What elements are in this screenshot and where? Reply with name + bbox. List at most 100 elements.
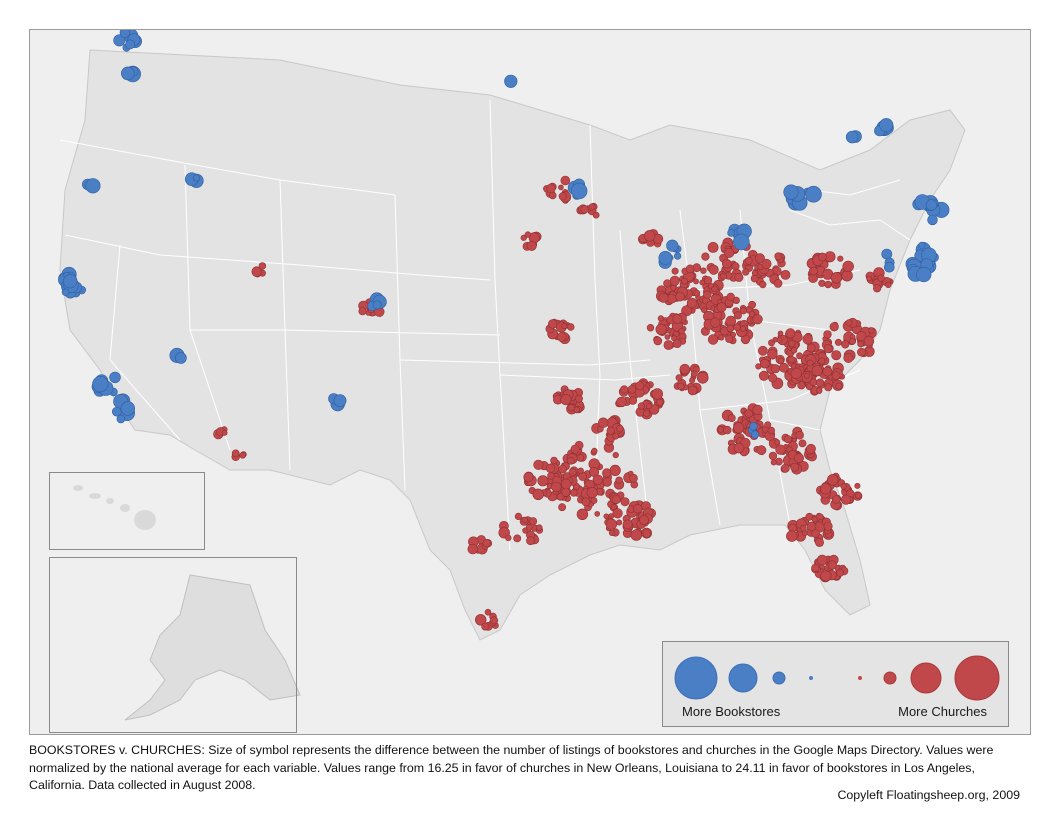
church-symbol (657, 315, 665, 322)
bookstore-symbol (749, 422, 758, 431)
church-symbol (829, 322, 839, 332)
alaska-inset (49, 557, 297, 733)
church-symbol (835, 382, 843, 390)
bookstore-symbol (113, 34, 126, 47)
legend-bookstore-tiny (809, 676, 813, 680)
church-symbol (877, 274, 885, 282)
contiguous-us-shape (59, 49, 966, 641)
church-symbol (780, 269, 791, 280)
church-symbol (560, 478, 572, 490)
church-symbol (685, 264, 695, 274)
church-symbol (820, 570, 832, 582)
church-symbol (824, 383, 833, 392)
church-symbol (739, 325, 747, 333)
church-symbol (520, 234, 527, 241)
church-symbol (815, 387, 823, 394)
legend-symbols (674, 655, 1000, 701)
church-symbol (533, 459, 544, 470)
church-symbol (616, 519, 623, 526)
church-symbol (602, 468, 612, 478)
church-symbol (781, 463, 790, 473)
church-symbol (672, 339, 682, 348)
church-symbol (734, 272, 744, 282)
church-symbol (756, 445, 767, 456)
church-symbol (723, 425, 732, 435)
church-symbol (693, 278, 699, 285)
church-symbol (525, 523, 533, 531)
church-symbol (733, 323, 741, 332)
church-symbol (806, 359, 814, 367)
church-symbol (719, 272, 727, 280)
church-symbol (732, 296, 740, 305)
bookstore-symbol (805, 185, 822, 203)
map-caption: BOOKSTORES v. CHURCHES: Size of symbol r… (29, 743, 994, 793)
church-symbol (707, 334, 719, 345)
church-symbol (872, 284, 882, 293)
church-symbol (592, 211, 600, 219)
church-symbol (830, 272, 843, 284)
church-symbol (790, 347, 798, 354)
church-symbol (258, 262, 267, 270)
church-symbol (798, 439, 807, 448)
church-symbol (866, 275, 872, 282)
church-symbol (806, 343, 816, 353)
church-symbol (731, 262, 740, 271)
church-symbol (615, 476, 623, 484)
church-symbol (602, 477, 612, 487)
church-symbol (744, 409, 753, 418)
church-symbol (788, 339, 796, 348)
church-symbol (675, 291, 685, 302)
credit-line: Copyleft Floatingsheep.org, 2009 (837, 788, 1020, 802)
church-symbol (748, 311, 756, 318)
bookstore-symbol (63, 274, 78, 289)
church-symbol (767, 426, 775, 435)
church-symbol (630, 529, 643, 541)
church-symbol (627, 385, 637, 394)
bookstore-symbol (120, 401, 136, 416)
church-symbol (818, 357, 826, 365)
church-symbol (824, 280, 832, 289)
church-symbol (642, 409, 651, 417)
church-symbol (686, 297, 698, 309)
map-frame: More Bookstores More Churches (29, 29, 1031, 735)
church-symbol (561, 487, 571, 497)
church-symbol (842, 260, 854, 273)
church-symbol (586, 487, 598, 499)
bookstore-symbol (112, 406, 122, 417)
church-symbol (752, 314, 763, 325)
church-symbol (679, 363, 690, 375)
church-symbol (666, 293, 677, 304)
legend-bookstore-large (674, 656, 718, 700)
church-symbol (550, 456, 558, 465)
church-symbol (605, 518, 618, 530)
church-symbol (576, 508, 589, 520)
church-symbol (811, 365, 823, 377)
church-symbol (841, 340, 850, 349)
church-symbol (797, 381, 806, 390)
church-symbol (658, 292, 669, 303)
legend-bookstore-small (772, 671, 786, 685)
church-symbol (603, 513, 610, 520)
church-symbol (700, 267, 707, 274)
church-symbol (823, 521, 833, 531)
church-symbol (651, 388, 663, 400)
church-symbol (701, 252, 710, 261)
church-symbol (628, 396, 638, 405)
church-symbol (612, 432, 620, 440)
church-symbol (566, 456, 575, 465)
church-symbol (653, 336, 663, 346)
church-symbol (567, 404, 575, 412)
bookstore-symbol (116, 414, 126, 424)
bookstore-symbols (58, 30, 950, 439)
hawaii-islands (73, 485, 156, 530)
bookstore-symbol (61, 288, 70, 296)
church-symbol (834, 338, 842, 346)
church-symbol (231, 449, 240, 458)
bookstore-symbol (883, 261, 895, 273)
church-symbol (612, 452, 619, 459)
church-symbol (532, 488, 544, 500)
church-symbol (768, 451, 778, 461)
church-symbol (786, 530, 798, 542)
church-symbol (239, 451, 246, 459)
church-symbol (576, 454, 585, 462)
